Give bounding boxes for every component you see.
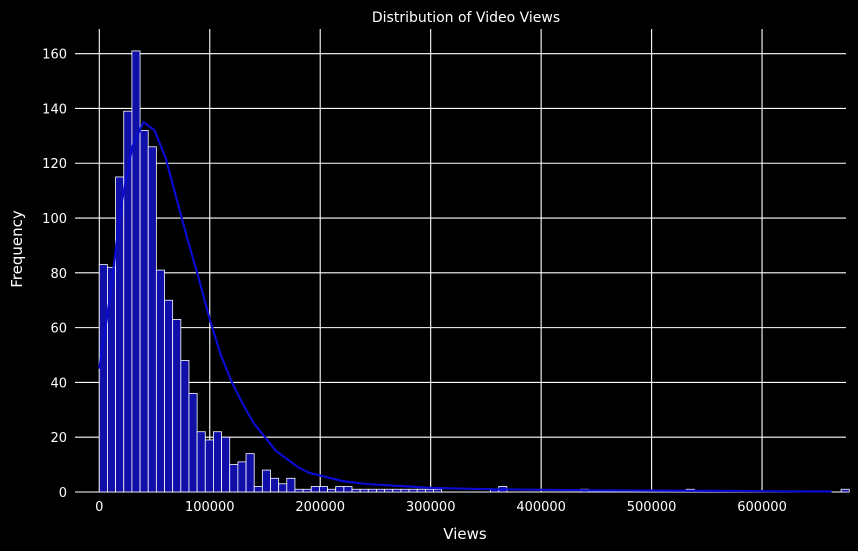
x-tick-label: 100000	[185, 500, 235, 515]
histogram-bar	[180, 360, 190, 493]
histogram-bar	[416, 488, 426, 493]
chart-title: Distribution of Video Views	[372, 10, 560, 26]
x-axis-title: Views	[443, 525, 487, 543]
histogram-bar	[261, 469, 271, 493]
histogram-bar	[155, 269, 165, 493]
histogram-bar	[424, 488, 434, 493]
histogram-bar	[335, 486, 345, 493]
histogram-bar	[384, 488, 394, 493]
x-tick-label: 600000	[737, 500, 787, 515]
y-tick-label: 40	[50, 376, 67, 391]
y-tick-label: 0	[59, 486, 67, 501]
histogram-bar	[196, 431, 206, 493]
x-tick-label: 0	[95, 500, 103, 515]
histogram-bar	[188, 392, 198, 493]
histogram-bar	[286, 477, 296, 493]
histogram-bar	[302, 488, 312, 493]
histogram-bar	[319, 486, 328, 493]
x-tick-label: 200000	[295, 500, 345, 515]
histogram-bar	[164, 299, 174, 493]
y-tick-label: 60	[50, 322, 67, 337]
histogram-bar	[204, 439, 214, 493]
histogram-bar	[408, 488, 418, 493]
histogram-bar	[270, 477, 280, 493]
kde-curve	[98, 121, 832, 493]
histogram-bar	[172, 319, 182, 493]
histogram-bar	[147, 146, 157, 493]
histogram-bar	[327, 488, 337, 493]
histogram-bar	[229, 464, 239, 493]
histogram-bar	[400, 488, 410, 493]
histogram-bar	[359, 488, 369, 493]
histogram-bar	[392, 488, 402, 493]
x-tick-label: 400000	[516, 500, 566, 515]
histogram-bar	[245, 453, 255, 493]
x-tick-label: 300000	[406, 500, 456, 515]
histogram-bar	[278, 483, 288, 493]
histogram-bar	[433, 488, 443, 493]
y-tick-label: 20	[50, 431, 67, 446]
y-tick-label: 80	[50, 267, 67, 282]
y-tick-label: 160	[42, 48, 67, 63]
histogram-bar	[343, 486, 353, 493]
histogram-bar	[294, 488, 304, 493]
histogram-bar	[213, 431, 222, 493]
histogram-bar	[351, 488, 361, 493]
histogram-bar	[221, 436, 231, 493]
histogram-bar	[367, 488, 377, 493]
y-axis-title: Frequency	[8, 210, 26, 288]
y-tick-label: 120	[42, 157, 67, 172]
histogram-bars	[98, 50, 850, 493]
histogram-bar	[139, 129, 149, 493]
histogram-bar	[310, 486, 320, 493]
histogram-bar	[98, 264, 108, 493]
x-axis-ticks: 0 100000 200000 300000 400000 500000 600000	[95, 500, 787, 515]
histogram-bar	[376, 488, 386, 493]
histogram-bar	[840, 488, 850, 493]
histogram-bar	[253, 486, 263, 493]
x-tick-label: 500000	[627, 500, 677, 515]
histogram-bar	[237, 461, 247, 493]
y-tick-label: 100	[42, 212, 67, 227]
histogram-bar	[131, 50, 141, 493]
y-axis-ticks: 0 20 40 60 80 100 120 140 160	[42, 48, 67, 501]
y-tick-label: 140	[42, 102, 67, 117]
